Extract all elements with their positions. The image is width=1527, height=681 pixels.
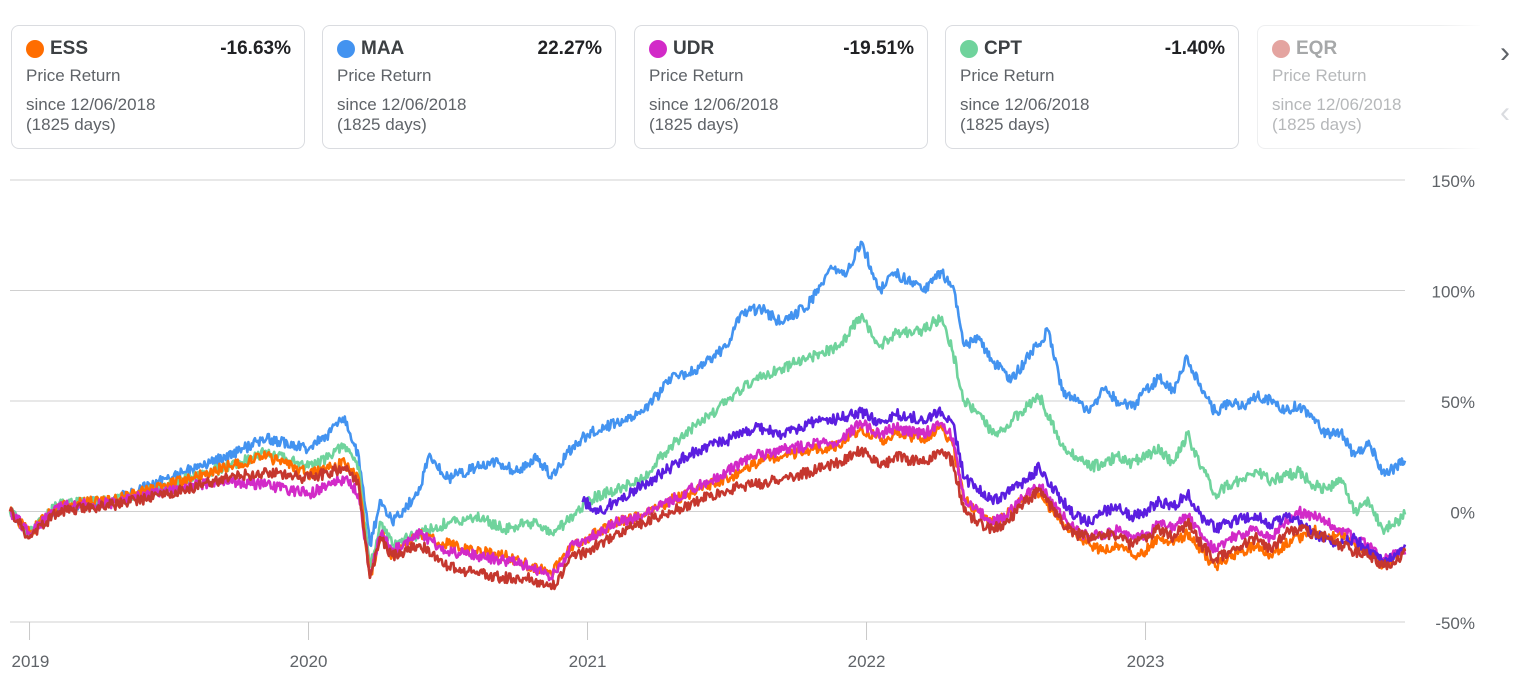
card-ticker: UDR	[673, 38, 715, 59]
card-header: EQR -1	[1272, 36, 1480, 62]
series-color-dot	[26, 40, 44, 58]
card-header: CPT -1.40%	[960, 36, 1225, 62]
card-since: since 12/06/2018	[960, 95, 1090, 114]
x-tick-label: 2023	[1127, 652, 1165, 671]
series-color-dot	[649, 40, 667, 58]
y-tick-label: 100%	[1432, 283, 1475, 302]
series-line-eqr	[8, 445, 1407, 591]
chart-axes: 150% 100% 50% 0% -50% 2019 2020 2021 2022 2023	[12, 172, 1475, 671]
next-arrow-icon[interactable]: ›	[1500, 36, 1510, 69]
card-return: -19.51%	[843, 38, 914, 59]
card-since: since 12/06/2018	[649, 95, 779, 114]
chart-series	[8, 240, 1407, 591]
card-header: ESS -16.63%	[26, 36, 291, 62]
x-tick-label: 2019	[12, 652, 50, 671]
y-tick-label: 150%	[1432, 172, 1475, 191]
x-tick-label: 2021	[569, 652, 607, 671]
card-label: Price Return	[1272, 66, 1367, 85]
card-ess[interactable]: ESS -16.63% Price Return since 12/06/201…	[11, 25, 305, 149]
card-since: since 12/06/2018	[1272, 95, 1402, 114]
series-color-dot	[960, 40, 978, 58]
card-ticker: CPT	[984, 38, 1022, 59]
card-days: (1825 days)	[1272, 115, 1362, 134]
card-ticker: MAA	[361, 38, 405, 59]
card-days: (1825 days)	[337, 115, 427, 134]
series-line-maa	[9, 240, 1407, 547]
series-color-dot	[1272, 40, 1290, 58]
card-label: Price Return	[337, 66, 432, 85]
series-line-cpt	[8, 312, 1407, 569]
card-since: since 12/06/2018	[26, 95, 156, 114]
card-since: since 12/06/2018	[337, 95, 467, 114]
card-header: MAA 22.27%	[337, 36, 602, 62]
x-tick-label: 2020	[290, 652, 328, 671]
series-color-dot	[337, 40, 355, 58]
card-maa[interactable]: MAA 22.27% Price Return since 12/06/2018…	[322, 25, 616, 149]
x-tick-label: 2022	[848, 652, 886, 671]
series-line-udr	[8, 419, 1407, 582]
card-return: 22.27%	[537, 38, 602, 59]
prev-arrow-icon[interactable]: ‹	[1500, 96, 1510, 129]
card-label: Price Return	[649, 66, 744, 85]
card-header: UDR -19.51%	[649, 36, 914, 62]
card-days: (1825 days)	[26, 115, 116, 134]
card-udr[interactable]: UDR -19.51% Price Return since 12/06/201…	[634, 25, 928, 149]
card-days: (1825 days)	[649, 115, 739, 134]
y-tick-label: 0%	[1450, 504, 1475, 523]
card-ticker: EQR	[1296, 38, 1338, 59]
cards-fade-overlay	[1440, 20, 1480, 155]
comparison-cards: ESS -16.63% Price Return since 12/06/201…	[0, 0, 1480, 160]
y-tick-label: -50%	[1435, 614, 1475, 633]
card-label: Price Return	[960, 66, 1055, 85]
card-ticker: ESS	[50, 38, 89, 59]
series-line-avb	[581, 406, 1407, 564]
card-days: (1825 days)	[960, 115, 1050, 134]
card-cpt[interactable]: CPT -1.40% Price Return since 12/06/2018…	[945, 25, 1239, 149]
card-return: -16.63%	[220, 38, 291, 59]
card-label: Price Return	[26, 66, 121, 85]
y-tick-label: 50%	[1441, 393, 1475, 412]
chart-gridlines	[10, 179, 1405, 623]
card-return: -1.40%	[1164, 38, 1225, 59]
series-line-ess	[8, 424, 1407, 580]
